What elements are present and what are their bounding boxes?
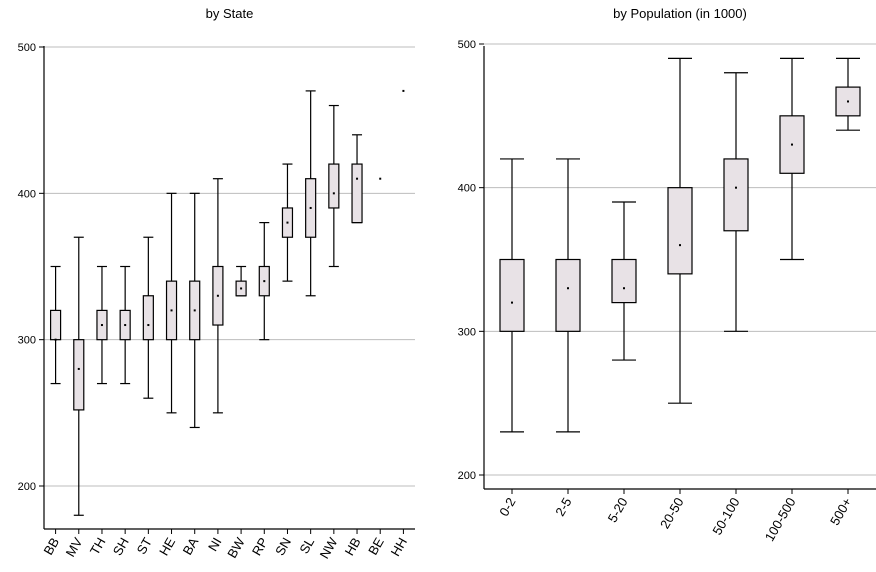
box-BA bbox=[189, 192, 201, 429]
iqr-box bbox=[667, 187, 693, 275]
box-2-5 bbox=[555, 158, 581, 433]
box-ST bbox=[142, 236, 154, 399]
chart-title: by Population (in 1000) bbox=[613, 6, 747, 21]
box-BW bbox=[235, 265, 247, 297]
x-tick-label-SN: SN bbox=[272, 535, 294, 558]
y-tick-label-200: 200 bbox=[18, 481, 36, 493]
box-NW bbox=[328, 104, 340, 268]
box-0-2 bbox=[499, 158, 525, 433]
median-dot bbox=[100, 324, 103, 327]
x-tick-label-BB: BB bbox=[41, 535, 63, 558]
box-TH bbox=[96, 265, 108, 385]
median-dot bbox=[847, 100, 849, 103]
iqr-box bbox=[142, 295, 154, 341]
box-HH bbox=[402, 89, 405, 92]
median-dot bbox=[147, 324, 150, 327]
iqr-box bbox=[49, 309, 62, 341]
x-tick-label-NI: NI bbox=[205, 535, 224, 554]
iqr-box bbox=[723, 158, 749, 232]
x-tick-label-500+: 500+ bbox=[827, 495, 855, 528]
median-dot bbox=[379, 177, 382, 180]
box-SL bbox=[305, 90, 317, 297]
y-tick-label-400: 400 bbox=[458, 183, 476, 195]
y-tick-label-200: 200 bbox=[458, 470, 476, 482]
iqr-box bbox=[499, 258, 525, 332]
box-SH bbox=[119, 265, 131, 385]
x-tick-label-SL: SL bbox=[296, 535, 317, 556]
iqr-box bbox=[328, 163, 340, 209]
box-BE bbox=[379, 177, 382, 180]
median-dot bbox=[356, 177, 359, 180]
panel-by-state: by State 200 300 400 500 BB MV TH SH ST HE BA NI BW RP… bbox=[18, 6, 415, 561]
iqr-box bbox=[611, 258, 637, 304]
x-tick-label-HH: HH bbox=[388, 535, 410, 559]
x-tick-label-NW: NW bbox=[317, 534, 341, 561]
x-tick-label-RP: RP bbox=[249, 535, 271, 558]
x-tick-label-2-5: 2-5 bbox=[552, 495, 574, 519]
box-MV bbox=[73, 236, 85, 516]
x-tick-label-HE: HE bbox=[156, 535, 178, 558]
median-dot bbox=[54, 338, 57, 341]
x-tick-label-BW: BW bbox=[224, 534, 248, 560]
x-tick-label-MV: MV bbox=[63, 535, 86, 560]
y-tick-label-400: 400 bbox=[18, 188, 36, 200]
box-5-20 bbox=[611, 201, 637, 361]
box-20-50 bbox=[667, 57, 693, 404]
box-RP bbox=[258, 222, 270, 341]
median-dot bbox=[511, 301, 513, 304]
median-dot bbox=[402, 89, 405, 92]
x-tick-label-ST: ST bbox=[134, 535, 155, 557]
x-tick-label-BA: BA bbox=[180, 535, 202, 558]
median-dot bbox=[193, 309, 196, 312]
median-dot bbox=[240, 287, 243, 290]
y-tick-label-500: 500 bbox=[458, 39, 476, 51]
median-dot bbox=[286, 221, 289, 224]
median-dot bbox=[263, 280, 266, 283]
x-tick-label-50-100: 50-100 bbox=[709, 495, 742, 538]
x-tick-label-TH: TH bbox=[87, 535, 109, 558]
box-HB bbox=[351, 134, 363, 224]
median-dot bbox=[309, 206, 312, 209]
median-dot bbox=[567, 287, 569, 290]
median-dot bbox=[623, 287, 625, 290]
median-dot bbox=[170, 309, 173, 312]
x-tick-label-SH: SH bbox=[110, 535, 132, 558]
x-tick-label-0-2: 0-2 bbox=[496, 495, 518, 519]
y-tick-label-300: 300 bbox=[458, 326, 476, 338]
median-dot bbox=[124, 324, 127, 327]
box-BB bbox=[49, 265, 62, 385]
box-500+ bbox=[835, 57, 861, 131]
x-tick-label-100-500: 100-500 bbox=[762, 495, 799, 544]
median-dot bbox=[791, 143, 793, 146]
x-tick-label-BE: BE bbox=[365, 535, 387, 558]
chart-title: by State bbox=[206, 6, 254, 21]
box-NI bbox=[212, 178, 224, 414]
box-SN bbox=[281, 163, 294, 282]
x-tick-label-5-20: 5-20 bbox=[605, 495, 631, 525]
iqr-box bbox=[555, 258, 581, 332]
y-tick-label-500: 500 bbox=[18, 42, 36, 54]
iqr-box bbox=[73, 339, 85, 411]
x-tick-label-HB: HB bbox=[342, 535, 364, 558]
x-tick-label-20-50: 20-50 bbox=[657, 495, 687, 531]
median-dot bbox=[332, 192, 335, 195]
y-tick-label-300: 300 bbox=[18, 335, 36, 347]
median-dot bbox=[679, 244, 681, 247]
iqr-box bbox=[351, 163, 363, 224]
box-100-500 bbox=[779, 57, 805, 261]
box-50-100 bbox=[723, 72, 749, 332]
median-dot bbox=[735, 186, 737, 189]
panel-by-population: by Population (in 1000) 200 300 400 500 0-2 2-… bbox=[458, 6, 876, 544]
median-dot bbox=[216, 294, 219, 297]
median-dot bbox=[77, 367, 80, 370]
box-HE bbox=[165, 192, 178, 414]
